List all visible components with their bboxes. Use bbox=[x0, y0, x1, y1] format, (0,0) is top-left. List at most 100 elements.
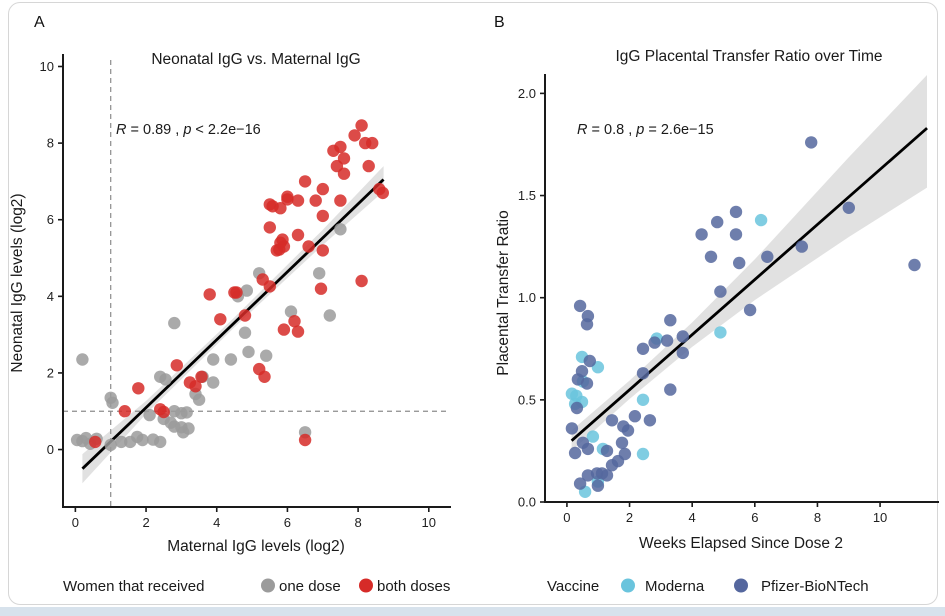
data-point bbox=[664, 383, 677, 396]
data-point bbox=[207, 376, 220, 389]
data-point bbox=[230, 286, 243, 299]
x-tick-label: 0 bbox=[563, 510, 570, 525]
pfizer-swatch-icon bbox=[734, 578, 748, 593]
data-point bbox=[136, 433, 149, 447]
data-point bbox=[76, 353, 89, 366]
data-point bbox=[260, 349, 273, 362]
panel-a-letter: A bbox=[34, 14, 45, 31]
data-point bbox=[729, 205, 743, 219]
data-point bbox=[334, 194, 347, 207]
data-point bbox=[366, 136, 379, 150]
data-point bbox=[274, 202, 287, 215]
data-point bbox=[704, 250, 718, 263]
pfizer-biontech-label: Pfizer-BioNTech bbox=[761, 578, 869, 595]
panel-a-stats: R = 0.89 , p < 2.2e−16 bbox=[116, 122, 261, 138]
y-tick-label: 10 bbox=[40, 59, 54, 74]
x-tick-label: 2 bbox=[142, 515, 149, 530]
panel-a-plot-area: 0 2 4 6 8 10 0 2 4 6 8 10 bbox=[40, 54, 451, 530]
data-point bbox=[621, 424, 635, 437]
x-tick-label: 0 bbox=[72, 515, 79, 530]
y-tick-label: 1.0 bbox=[518, 290, 536, 305]
page-background-strip bbox=[0, 607, 945, 616]
data-point bbox=[224, 353, 238, 366]
data-point bbox=[714, 326, 727, 339]
panel-b-legend: Vaccine Moderna Pfizer-BioNTech bbox=[547, 578, 869, 595]
data-point bbox=[695, 228, 708, 241]
figure-card bbox=[8, 2, 938, 605]
data-point bbox=[258, 370, 271, 383]
data-point bbox=[628, 410, 642, 423]
data-point bbox=[676, 330, 689, 343]
panel-b-y-axis-label: Placental Transfer Ratio bbox=[495, 210, 512, 375]
data-point bbox=[170, 359, 183, 372]
data-point bbox=[733, 256, 746, 270]
data-point bbox=[600, 469, 614, 482]
y-tick-label: 8 bbox=[47, 136, 54, 151]
data-point bbox=[168, 316, 181, 330]
x-tick-label: 8 bbox=[814, 510, 821, 525]
data-point bbox=[581, 442, 595, 456]
data-point bbox=[573, 299, 587, 313]
x-tick-label: 2 bbox=[626, 510, 633, 525]
data-point bbox=[355, 274, 368, 288]
panel-b-plot-area: 0 2 4 6 8 10 0.0 0.5 1.0 1.5 2.0 bbox=[518, 74, 939, 525]
data-point bbox=[805, 136, 818, 149]
regression-line bbox=[570, 127, 928, 442]
data-point bbox=[203, 288, 216, 301]
data-point bbox=[660, 334, 674, 347]
data-point bbox=[362, 159, 375, 173]
data-point bbox=[761, 250, 774, 263]
data-point bbox=[648, 336, 661, 349]
y-tick-label: 0 bbox=[47, 442, 54, 457]
panel-b: B IgG Placental Transfer Ratio over Time… bbox=[494, 14, 939, 595]
moderna-swatch-icon bbox=[621, 578, 635, 593]
panel-b-title: IgG Placental Transfer Ratio over Time bbox=[615, 48, 882, 65]
data-point bbox=[214, 313, 227, 326]
x-tick-label: 6 bbox=[751, 510, 758, 525]
data-point bbox=[263, 221, 276, 234]
ci-band bbox=[571, 75, 927, 451]
panel-a-legend: Women that received one dose both doses bbox=[63, 578, 450, 595]
panel-a-title: Neonatal IgG vs. Maternal IgG bbox=[151, 51, 360, 68]
data-point bbox=[334, 140, 347, 154]
both-doses-label: both doses bbox=[377, 578, 450, 595]
data-point bbox=[316, 244, 329, 257]
data-point bbox=[568, 446, 582, 460]
data-point bbox=[132, 382, 145, 395]
panel-b-x-axis-label: Weeks Elapsed Since Dose 2 bbox=[639, 535, 843, 552]
data-point bbox=[89, 435, 102, 449]
data-point bbox=[238, 309, 252, 322]
data-point bbox=[376, 186, 389, 200]
panel-b-letter: B bbox=[494, 14, 505, 31]
data-point bbox=[284, 305, 298, 318]
data-point bbox=[580, 318, 594, 331]
data-point bbox=[207, 353, 220, 366]
panel-a-y-axis-label: Neonatal IgG levels (log2) bbox=[9, 193, 26, 372]
panel-b-stats: R = 0.8 , p = 2.6e−15 bbox=[577, 122, 714, 138]
data-point bbox=[334, 223, 347, 236]
data-point bbox=[195, 370, 208, 383]
data-point bbox=[618, 447, 632, 461]
data-point bbox=[302, 240, 315, 253]
x-tick-label: 6 bbox=[284, 515, 291, 530]
x-tick-label: 4 bbox=[213, 515, 220, 530]
data-point bbox=[714, 285, 727, 298]
data-point bbox=[288, 315, 301, 328]
data-point bbox=[711, 215, 724, 229]
data-point bbox=[106, 396, 119, 409]
data-point bbox=[115, 435, 128, 449]
data-point bbox=[664, 314, 677, 327]
y-tick-label: 4 bbox=[47, 289, 54, 304]
data-point bbox=[118, 405, 131, 418]
panel-a-legend-title: Women that received bbox=[63, 578, 204, 595]
data-point bbox=[313, 267, 326, 280]
data-point bbox=[240, 284, 253, 297]
data-point bbox=[842, 201, 855, 214]
data-point bbox=[316, 209, 329, 223]
data-point bbox=[636, 342, 650, 355]
moderna-label: Moderna bbox=[645, 578, 705, 595]
data-point bbox=[580, 377, 594, 390]
both-doses-swatch-icon bbox=[359, 578, 373, 593]
data-point bbox=[298, 433, 312, 447]
